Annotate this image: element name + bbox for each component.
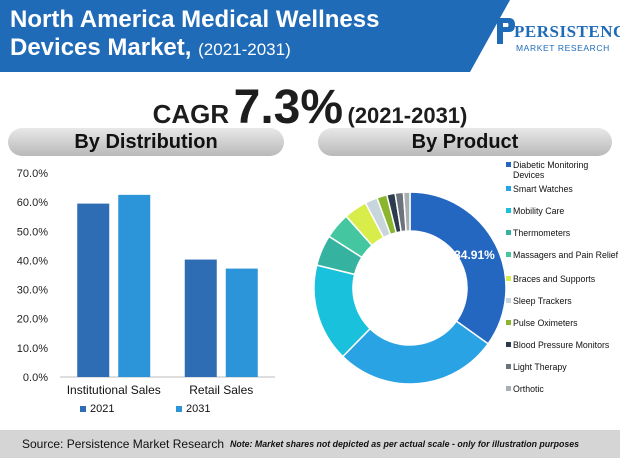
legend-swatch-2021 (80, 406, 86, 412)
pie-data-label: 34.91% (454, 248, 495, 262)
legend-swatch (506, 276, 511, 281)
x-category-label: Retail Sales (189, 383, 253, 397)
y-tick-label: 30.0% (17, 285, 48, 297)
legend-swatch-2031 (176, 406, 182, 412)
title-banner (0, 0, 510, 72)
title-years: (2021-2031) (198, 40, 291, 59)
cagr-period: (2021-2031) (347, 103, 468, 128)
footer-bar: Source: Persistence Market Research Note… (0, 430, 620, 458)
x-category-label: Institutional Sales (67, 383, 161, 397)
distribution-section-title: By Distribution (8, 128, 284, 156)
legend-swatch (506, 342, 511, 347)
y-tick-label: 20.0% (17, 314, 48, 326)
legend-label: Orthotic (513, 384, 544, 394)
legend-swatch (506, 298, 511, 303)
legend-swatch (506, 186, 511, 191)
logo-name: PERSISTENCE (514, 22, 620, 41)
legend-label: Diabetic Monitoring Devices (513, 160, 589, 180)
pie-slice-10 (402, 191, 411, 232)
y-tick-label: 70.0% (17, 168, 48, 180)
note-text: Note: Market shares not depicted as per … (230, 439, 580, 449)
legend-swatch (506, 386, 511, 391)
legend-swatch (506, 320, 511, 325)
y-tick-label: 50.0% (17, 226, 48, 238)
legend-swatch (506, 230, 511, 235)
legend-label-2021: 2021 (90, 403, 114, 415)
bar-2031-1 (225, 268, 258, 377)
title-main: North America Medical Wellness Devices M… (10, 6, 380, 61)
cagr-label: CAGR (152, 99, 230, 129)
legend-swatch (506, 162, 511, 167)
product-section-title: By Product (318, 128, 612, 156)
brand-logo: PERSISTENCE MARKET RESEARCH (494, 6, 620, 68)
y-tick-label: 60.0% (17, 197, 48, 209)
bar-2021-1 (184, 259, 217, 377)
legend-label: Blood Pressure Monitors (513, 340, 610, 350)
source-text: Source: Persistence Market Research (22, 437, 225, 451)
legend-label: Smart Watches (513, 184, 573, 194)
legend-swatch (506, 208, 511, 213)
legend-swatch (506, 364, 511, 369)
legend-label: Light Therapy (513, 362, 567, 372)
y-tick-label: 0.0% (23, 372, 48, 384)
chart-title: North America Medical Wellness Devices M… (10, 6, 470, 64)
legend-label: Sleep Trackers (513, 296, 572, 306)
legend-label: Mobility Care (513, 206, 565, 216)
bar-2021-0 (77, 203, 110, 377)
legend-label: Massagers and Pain Relief (513, 250, 619, 260)
legend-label: Thermometers (513, 228, 571, 238)
bar-2031-0 (118, 194, 151, 377)
pie-slice-1 (341, 320, 490, 385)
legend-label-2031: 2031 (186, 403, 210, 415)
y-tick-label: 40.0% (17, 255, 48, 267)
legend-swatch (506, 252, 511, 257)
pie-slice-0 (409, 191, 507, 345)
cagr-banner: CAGR 7.3% (2021-2031) (0, 80, 620, 135)
legend-label: Braces and Supports (513, 274, 596, 284)
legend-label: Pulse Oximeters (513, 318, 578, 328)
logo-tagline: MARKET RESEARCH (516, 43, 610, 53)
y-tick-label: 10.0% (17, 343, 48, 355)
cagr-value: 7.3% (233, 81, 344, 134)
logo-mark-icon (497, 18, 515, 44)
